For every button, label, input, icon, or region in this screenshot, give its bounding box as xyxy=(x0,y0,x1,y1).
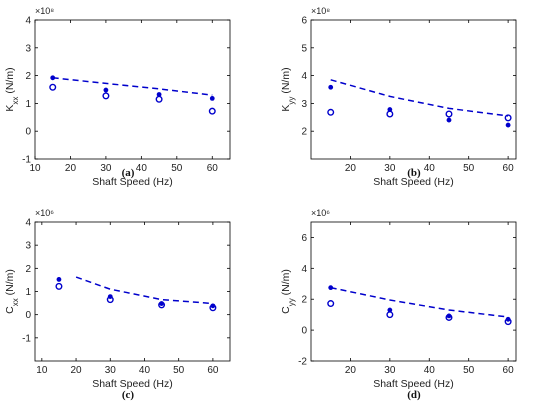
x-tick-label: 60 xyxy=(503,163,515,174)
axes-box xyxy=(34,19,231,160)
axes-box xyxy=(310,221,517,362)
y-tick-label: 3 xyxy=(25,43,31,54)
y-tick-label: 3 xyxy=(301,99,307,110)
axis-exponent: ×10⁶ xyxy=(35,208,54,218)
open-data-point xyxy=(49,83,57,91)
open-data-point xyxy=(327,300,335,308)
y-tick-label: -1 xyxy=(22,333,31,344)
y-tick-label: 2 xyxy=(301,127,307,138)
x-tick-label: 30 xyxy=(105,365,117,376)
filled-data-point xyxy=(387,307,393,313)
x-tick-label: 50 xyxy=(463,365,475,376)
y-tick-label: 2 xyxy=(25,71,31,82)
fit-line xyxy=(75,276,213,305)
open-data-point xyxy=(327,108,335,116)
y-axis-label: Kyy (N/m) xyxy=(280,67,296,111)
x-tick-label: 10 xyxy=(36,365,48,376)
y-tick-label: 4 xyxy=(25,218,31,229)
x-tick-label: 10 xyxy=(29,163,41,174)
axis-exponent: ×10⁶ xyxy=(311,208,330,218)
x-tick-label: 30 xyxy=(384,365,396,376)
filled-data-point xyxy=(103,87,109,93)
x-tick-label: 60 xyxy=(207,365,219,376)
panel-label: (b) xyxy=(407,167,421,179)
x-tick-label: 60 xyxy=(503,365,515,376)
y-tick-label: 4 xyxy=(25,16,31,27)
filled-data-point xyxy=(328,84,334,90)
x-tick-label: 40 xyxy=(424,365,436,376)
panel-d: 20 30 40 50 60 -2 0 2 4 6 ×10⁶ Shaft Speed (Hz) Cyy … xyxy=(280,208,517,401)
y-axis-label: Cyy (N/m) xyxy=(280,269,296,314)
x-tick-label: 20 xyxy=(345,163,357,174)
y-tick-label: 0 xyxy=(25,310,31,321)
y-tick-label: 6 xyxy=(301,16,307,27)
y-tick-label: 3 xyxy=(25,241,31,252)
x-tick-label: 40 xyxy=(136,163,148,174)
y-tick-label: 2 xyxy=(301,295,307,306)
y-tick-label: -1 xyxy=(22,155,31,166)
x-tick-label: 30 xyxy=(384,163,396,174)
open-data-point xyxy=(102,92,110,100)
x-axis-label: Shaft Speed (Hz) xyxy=(373,378,454,390)
y-tick-label: 0 xyxy=(301,326,307,337)
y-tick-label: 1 xyxy=(25,287,31,298)
x-tick-label: 60 xyxy=(207,163,219,174)
filled-data-point xyxy=(156,92,162,97)
x-tick-label: 50 xyxy=(173,365,185,376)
open-data-point xyxy=(504,318,512,326)
panel-c: 10 20 30 40 50 60 -1 0 1 2 3 4 ×10⁶ Shaft Speed (Hz) C… xyxy=(4,208,231,401)
open-data-point xyxy=(55,282,63,290)
y-tick-label: 4 xyxy=(301,71,307,82)
panel-a: 10 20 30 40 50 60 -1 0 1 2 3 4 ×10⁸ Shaft Speed (Hz) K… xyxy=(4,6,231,188)
filled-data-point xyxy=(209,95,215,101)
axes-box xyxy=(34,221,231,362)
y-tick-label: 1 xyxy=(25,99,31,110)
x-tick-label: 20 xyxy=(65,163,77,174)
open-data-point xyxy=(208,107,216,115)
x-axis-label: Shaft Speed (Hz) xyxy=(92,378,173,390)
open-data-point xyxy=(209,304,217,312)
filled-data-point xyxy=(56,277,62,282)
axis-exponent: ×10⁸ xyxy=(311,6,330,16)
x-tick-label: 20 xyxy=(70,365,82,376)
open-data-point xyxy=(445,110,453,118)
open-data-point xyxy=(386,311,394,319)
x-tick-label: 40 xyxy=(139,365,151,376)
open-data-point xyxy=(445,313,453,321)
x-tick-label: 50 xyxy=(171,163,183,174)
fit-line xyxy=(330,79,509,117)
y-axis-label: Cxx (N/m) xyxy=(4,269,20,314)
y-tick-label: 6 xyxy=(301,233,307,244)
y-axis-label: Kxx (N/m) xyxy=(4,67,20,111)
open-data-point xyxy=(155,95,163,103)
open-data-point xyxy=(504,114,512,122)
fit-line xyxy=(52,77,213,96)
open-data-point xyxy=(386,110,394,118)
x-tick-label: 20 xyxy=(345,365,357,376)
filled-data-point xyxy=(505,122,511,128)
x-tick-label: 50 xyxy=(463,163,475,174)
axis-exponent: ×10⁸ xyxy=(35,6,54,16)
open-data-point xyxy=(158,301,166,309)
y-tick-label: -2 xyxy=(298,357,307,368)
panel-label: (d) xyxy=(407,389,421,401)
x-axis-label: Shaft Speed (Hz) xyxy=(92,176,173,188)
x-tick-label: 40 xyxy=(424,163,436,174)
panel-b: 20 30 40 50 60 2 3 4 5 6 ×10⁸ Shaft Speed (Hz) Kyy (… xyxy=(280,6,517,188)
panel-label: (a) xyxy=(122,167,135,179)
open-data-point xyxy=(106,296,114,304)
y-tick-label: 4 xyxy=(301,264,307,275)
panel-label: (c) xyxy=(122,389,135,401)
axes-box xyxy=(310,19,517,160)
fit-line xyxy=(330,286,509,318)
y-tick-label: 0 xyxy=(25,127,31,138)
y-tick-label: 5 xyxy=(301,43,307,54)
x-tick-label: 30 xyxy=(100,163,112,174)
x-axis-label: Shaft Speed (Hz) xyxy=(373,176,454,188)
y-tick-label: 2 xyxy=(25,264,31,275)
filled-data-point xyxy=(446,117,452,123)
